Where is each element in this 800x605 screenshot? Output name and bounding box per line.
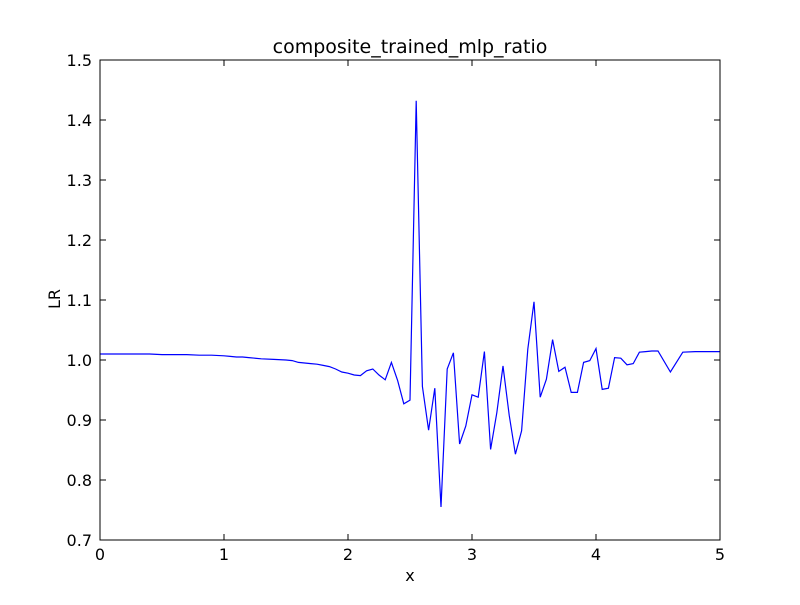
x-tick-label: 0 — [95, 545, 105, 564]
x-axis-label: x — [405, 566, 414, 585]
x-tick-label: 1 — [219, 545, 229, 564]
y-axis-label: LR — [45, 289, 64, 309]
y-tick-label: 0.8 — [67, 471, 92, 490]
y-tick-label: 1.3 — [67, 171, 92, 190]
y-tick-label: 0.9 — [67, 411, 92, 430]
y-tick-label: 0.7 — [67, 531, 92, 550]
x-tick-label: 5 — [715, 545, 725, 564]
x-tick-label: 3 — [467, 545, 477, 564]
chart-title: composite_trained_mlp_ratio — [273, 36, 548, 58]
series-line — [100, 100, 720, 508]
y-tick-label: 1.1 — [67, 291, 92, 310]
x-tick-label: 4 — [591, 545, 601, 564]
y-tick-label: 1.2 — [67, 231, 92, 250]
x-tick-label: 2 — [343, 545, 353, 564]
y-tick-label: 1.4 — [67, 111, 92, 130]
y-tick-label: 1.5 — [67, 51, 92, 70]
y-tick-label: 1.0 — [67, 351, 92, 370]
